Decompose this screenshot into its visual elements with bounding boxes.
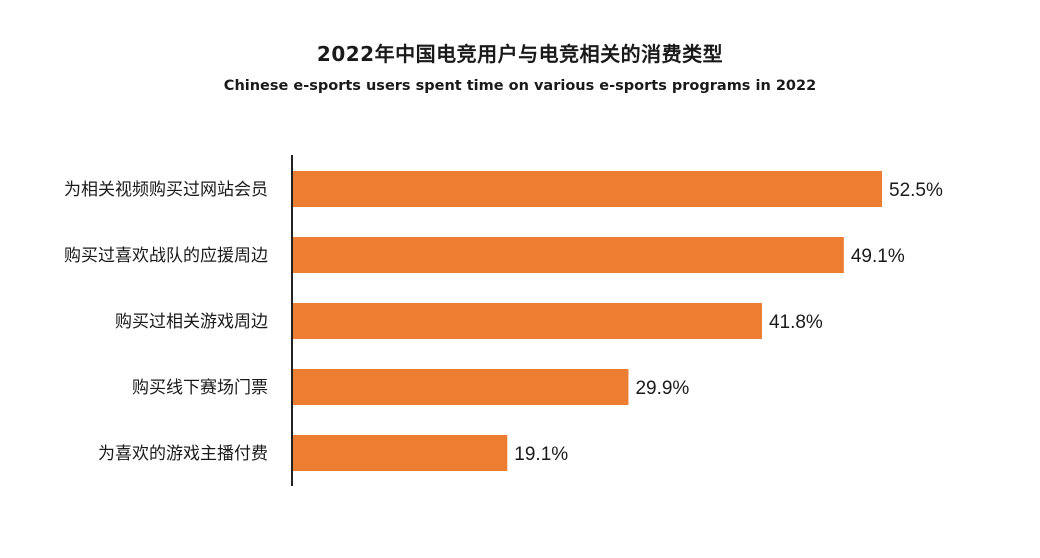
value-label-4: 19.1%: [514, 444, 568, 465]
value-label-1: 49.1%: [851, 246, 905, 267]
bar-2: [293, 303, 762, 339]
value-label-2: 41.8%: [769, 312, 823, 333]
bar-1: [293, 237, 844, 273]
value-label-0: 52.5%: [889, 180, 943, 201]
bars-group: 为相关视频购买过网站会员 52.5% 购买过喜欢战队的应援周边 49.1% 购买过相关游…: [64, 171, 943, 471]
bar-3: [293, 369, 629, 405]
bar-0: [293, 171, 882, 207]
chart-subtitle: Chinese e-sports users spent time on var…: [223, 78, 817, 94]
category-label-0: 为相关视频购买过网站会员: [64, 180, 268, 200]
category-label-1: 购买过喜欢战队的应援周边: [64, 246, 268, 266]
category-label-2: 购买过相关游戏周边: [115, 312, 268, 332]
category-label-3: 购买线下赛场门票: [132, 377, 268, 398]
bar-4: [293, 435, 508, 471]
value-label-3: 29.9%: [635, 378, 689, 399]
chart-title: 2022年中国电竞用户与电竞相关的消费类型: [316, 42, 724, 66]
category-label-4: 为喜欢的游戏主播付费: [98, 444, 268, 464]
